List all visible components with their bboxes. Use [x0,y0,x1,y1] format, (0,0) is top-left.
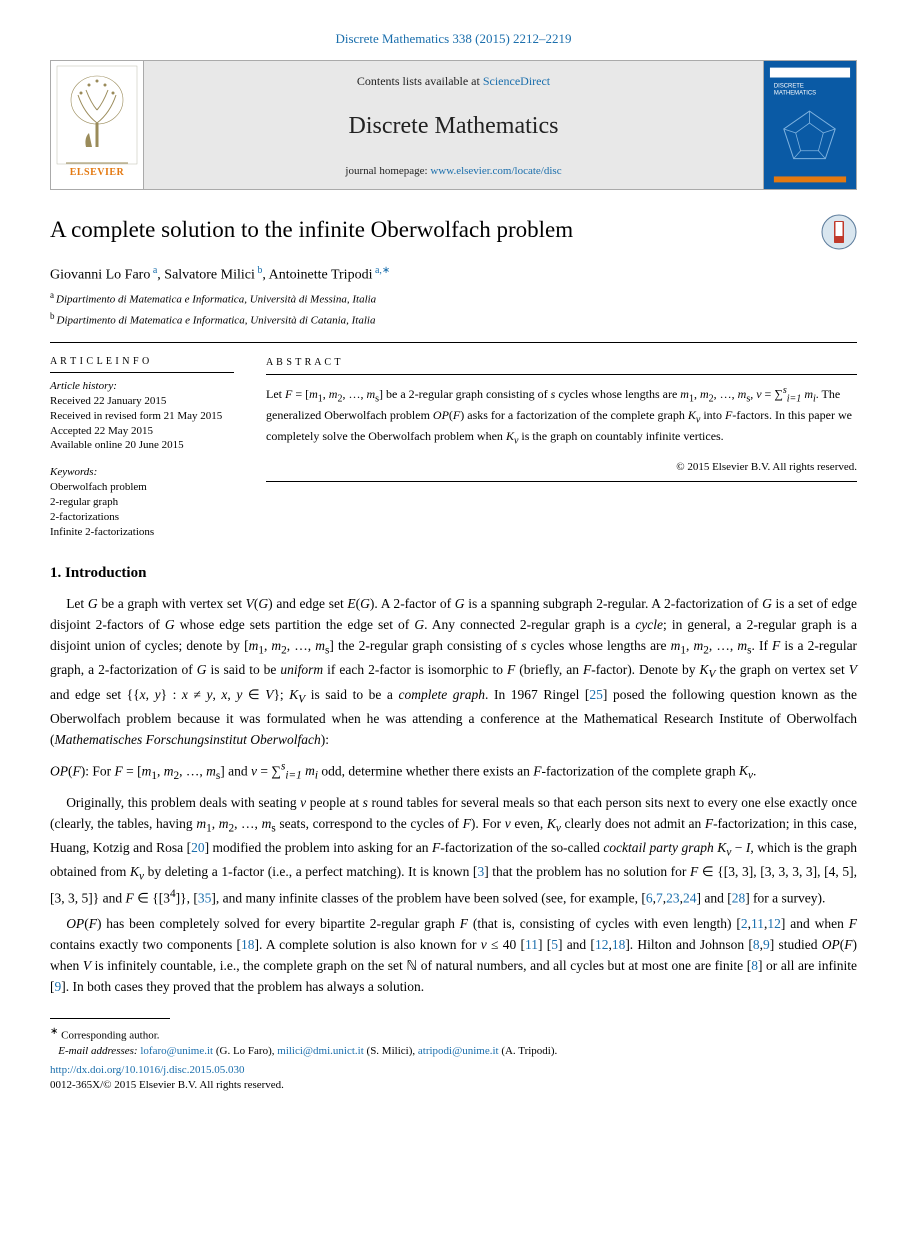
homepage-link[interactable]: www.elsevier.com/locate/disc [430,165,561,177]
intro-para-1: Let G be a graph with vertex set V(G) an… [50,594,857,750]
history-label: Article history: [50,379,234,394]
footnotes: ∗ Corresponding author. E-mail addresses… [50,1025,857,1094]
cover-graphic-icon: DISCRETE MATHEMATICS [764,61,856,189]
cite-24[interactable]: 24 [683,891,697,906]
abstract-copyright: © 2015 Elsevier B.V. All rights reserved… [266,459,857,476]
publisher-name: ELSEVIER [70,166,125,180]
cite-6[interactable]: 6 [646,891,653,906]
article-info-heading: A R T I C L E I N F O [50,355,234,369]
cite-28[interactable]: 28 [732,891,746,906]
cite-8b[interactable]: 8 [751,958,758,973]
publisher-logo: ELSEVIER [51,61,144,189]
footer-copyright: 0012-365X/© 2015 Elsevier B.V. All right… [50,1078,857,1093]
author-3: Antoinette Tripodi [269,268,373,283]
paper-title: A complete solution to the infinite Ober… [50,214,821,246]
intro-para-3: OP(F) has been completely solved for eve… [50,914,857,998]
footnote-divider [50,1018,170,1019]
author-1-affil-sup: a [150,265,157,276]
journal-title: Discrete Mathematics [152,110,755,144]
keywords-label: Keywords: [50,465,234,480]
abstract-heading: A B S T R A C T [266,355,857,370]
doi-link[interactable]: http://dx.doi.org/10.1016/j.disc.2015.05… [50,1064,244,1076]
svg-text:DISCRETE: DISCRETE [774,84,804,90]
cite-25[interactable]: 25 [589,687,603,702]
running-head: Discrete Mathematics 338 (2015) 2212–221… [50,30,857,48]
keyword-1: Oberwolfach problem [50,480,234,495]
section-heading-intro: 1. Introduction [50,563,857,584]
cite-12b[interactable]: 12 [595,937,609,952]
keyword-2: 2-regular graph [50,495,234,510]
article-info: A R T I C L E I N F O Article history: R… [50,355,250,540]
email-2[interactable]: milici@dmi.unict.it [277,1045,364,1057]
sciencedirect-link[interactable]: ScienceDirect [483,74,550,88]
intro-para-2: Originally, this problem deals with seat… [50,793,857,910]
author-3-affil-sup: a,∗ [372,265,390,276]
cite-11a[interactable]: 11 [751,916,764,931]
received-date: Received 22 January 2015 [50,394,234,409]
cite-18b[interactable]: 18 [612,937,626,952]
online-date: Available online 20 June 2015 [50,438,234,453]
emails-line: E-mail addresses: lofaro@unime.it (G. Lo… [50,1044,857,1059]
author-2-affil-sup: b [255,265,263,276]
accepted-date: Accepted 22 May 2015 [50,424,234,439]
homepage-prefix: journal homepage: [345,165,430,177]
cite-2[interactable]: 2 [741,916,748,931]
journal-cover-thumb: DISCRETE MATHEMATICS [763,61,856,189]
authors-line: Giovanni Lo Faro a, Salvatore Milici b, … [50,264,857,285]
email-3[interactable]: atripodi@unime.it [418,1045,499,1057]
abstract-text: Let F = [m1, m2, …, ms] be a 2-regular g… [266,383,857,449]
svg-text:MATHEMATICS: MATHEMATICS [774,91,816,97]
cite-9[interactable]: 9 [763,937,770,952]
running-head-link[interactable]: Discrete Mathematics 338 (2015) 2212–221… [335,31,571,46]
keyword-3: 2-factorizations [50,510,234,525]
homepage-line: journal homepage: www.elsevier.com/locat… [152,164,755,179]
cite-8[interactable]: 8 [753,937,760,952]
affiliation-a: aDipartimento di Matematica e Informatic… [50,289,857,308]
cite-12a[interactable]: 12 [767,916,781,931]
masthead: ELSEVIER Contents lists available at Sci… [50,60,857,190]
cite-5[interactable]: 5 [551,937,558,952]
crossmark-icon[interactable] [821,214,857,250]
cite-18a[interactable]: 18 [241,937,255,952]
affiliation-b: bDipartimento di Matematica e Informatic… [50,310,857,329]
contents-prefix: Contents lists available at [357,74,483,88]
cite-11b[interactable]: 11 [525,937,538,952]
keyword-4: Infinite 2-factorizations [50,525,234,540]
intro-body: Let G be a graph with vertex set V(G) an… [50,594,857,997]
corresponding-author: ∗ Corresponding author. [50,1025,857,1044]
cite-35[interactable]: 35 [198,891,212,906]
cite-23[interactable]: 23 [666,891,680,906]
abstract: A B S T R A C T Let F = [m1, m2, …, ms] … [250,355,857,540]
email-1[interactable]: lofaro@unime.it [140,1045,213,1057]
masthead-center: Contents lists available at ScienceDirec… [144,61,763,189]
contents-available-line: Contents lists available at ScienceDirec… [152,73,755,90]
cite-20[interactable]: 20 [191,840,205,855]
elsevier-tree-icon [56,65,138,165]
cite-7[interactable]: 7 [656,891,663,906]
op-statement: OP(F): For F = [m1, m2, …, ms] and v = ∑… [50,759,857,786]
divider [50,342,857,343]
author-2: Salvatore Milici [164,268,255,283]
author-1: Giovanni Lo Faro [50,268,150,283]
revised-date: Received in revised form 21 May 2015 [50,409,234,424]
